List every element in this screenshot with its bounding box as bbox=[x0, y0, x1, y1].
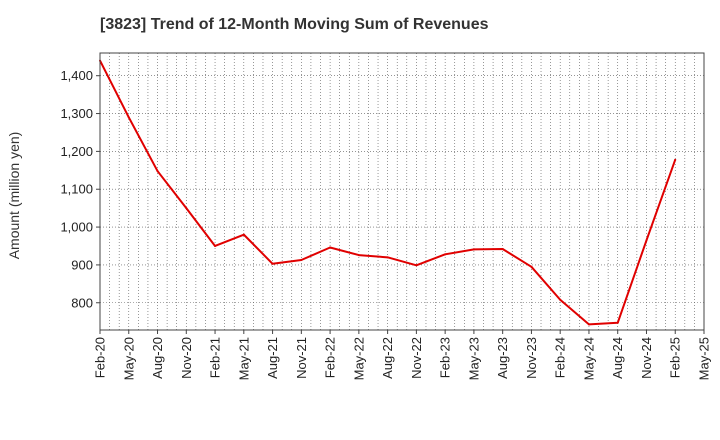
data-point bbox=[357, 254, 360, 257]
data-point bbox=[127, 116, 130, 119]
chart-title: [3823] Trend of 12-Month Moving Sum of R… bbox=[100, 16, 489, 33]
x-axis: Feb-20 May-20 Aug-20 Nov-20 Feb-21 May-21 Aug-… bbox=[93, 330, 712, 380]
data-point bbox=[300, 258, 303, 261]
data-point bbox=[386, 256, 389, 259]
data-point bbox=[242, 233, 245, 236]
y-tick-label: 1,000 bbox=[60, 220, 93, 235]
x-tick-label: Nov-21 bbox=[294, 337, 309, 379]
x-tick-label: Feb-21 bbox=[208, 337, 223, 378]
data-point bbox=[472, 248, 475, 251]
x-tick-label: Feb-25 bbox=[668, 337, 683, 378]
x-tick-label: May-23 bbox=[466, 337, 481, 380]
x-tick-label: Feb-22 bbox=[323, 337, 338, 378]
x-tick-label: May-22 bbox=[351, 337, 366, 380]
y-axis-title: Amount (million yen) bbox=[6, 132, 22, 260]
data-point bbox=[329, 246, 332, 249]
x-tick-label: Feb-24 bbox=[553, 337, 568, 378]
data-point bbox=[616, 321, 619, 324]
y-tick-label: 1,100 bbox=[60, 182, 93, 197]
data-point bbox=[587, 323, 590, 326]
x-tick-label: Aug-24 bbox=[610, 337, 625, 379]
x-tick-label: Nov-20 bbox=[179, 337, 194, 379]
x-tick-label: May-20 bbox=[121, 337, 136, 380]
data-point bbox=[156, 170, 159, 173]
x-tick-label: Nov-22 bbox=[409, 337, 424, 379]
x-tick-label: Feb-23 bbox=[438, 337, 453, 378]
data-point bbox=[444, 253, 447, 256]
grid bbox=[100, 53, 704, 330]
y-tick-label: 1,200 bbox=[60, 144, 93, 159]
data-point bbox=[214, 244, 217, 247]
y-tick-label: 1,400 bbox=[60, 68, 93, 83]
data-point bbox=[645, 239, 648, 242]
x-tick-label: Aug-21 bbox=[265, 337, 280, 379]
x-tick-label: Aug-20 bbox=[150, 337, 165, 379]
x-tick-label: Aug-22 bbox=[380, 337, 395, 379]
y-tick-label: 800 bbox=[71, 295, 93, 310]
x-tick-label: Aug-23 bbox=[495, 337, 510, 379]
x-tick-label: Nov-24 bbox=[639, 337, 654, 379]
x-tick-label: May-21 bbox=[236, 337, 251, 380]
x-tick-label: May-24 bbox=[581, 337, 596, 380]
y-tick-label: 900 bbox=[71, 257, 93, 272]
data-point bbox=[674, 158, 677, 161]
data-point bbox=[501, 248, 504, 251]
y-tick-label: 1,300 bbox=[60, 106, 93, 121]
data-point bbox=[271, 262, 274, 265]
x-tick-label: Nov-23 bbox=[524, 337, 539, 379]
series bbox=[99, 59, 677, 326]
data-point bbox=[185, 207, 188, 210]
plot-frame bbox=[99, 52, 705, 331]
y-axis: 800 900 1,000 1,100 1,200 1,300 1,400 bbox=[60, 68, 100, 310]
x-tick-label: May-25 bbox=[697, 337, 712, 380]
data-point bbox=[559, 298, 562, 301]
data-point bbox=[530, 265, 533, 268]
data-point bbox=[415, 264, 418, 267]
x-tick-label: Feb-20 bbox=[93, 337, 108, 378]
